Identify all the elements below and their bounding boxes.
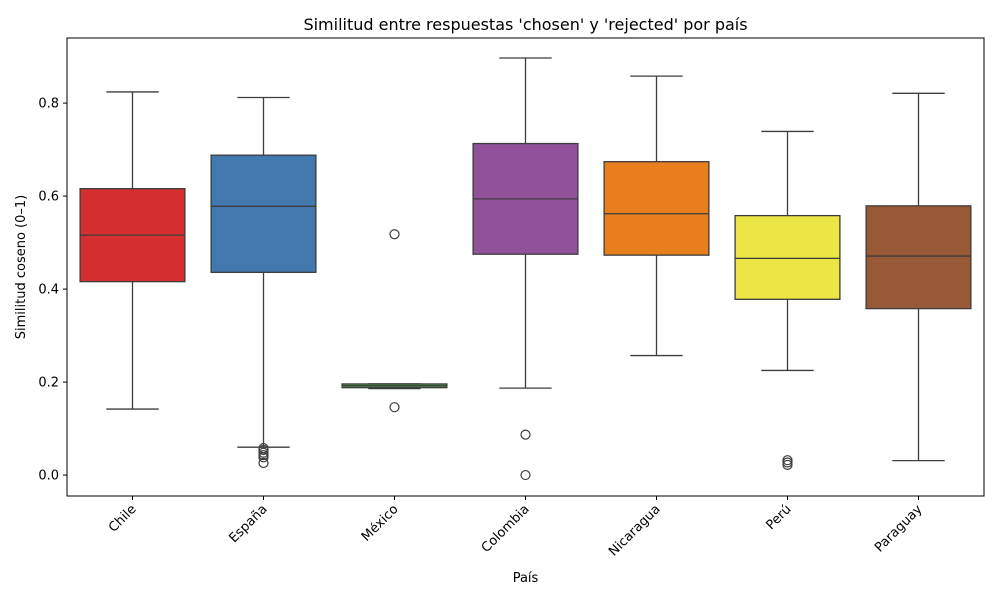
box-6-iqr-box (865, 205, 972, 310)
box-5-outlier-2 (782, 459, 793, 470)
chart-title: Similitud entre respuestas 'chosen' y 'r… (303, 15, 747, 34)
box-3-outlier-0 (520, 429, 531, 440)
y-tick-label-4: 0.8 (38, 97, 59, 112)
y-tick-label-1: 0.2 (38, 376, 59, 391)
y-tick-label-3: 0.6 (38, 190, 59, 205)
box-2-outlier-0 (389, 229, 400, 240)
box-1-outlier-4 (258, 452, 269, 463)
y-axis-label: Similitud coseno (0–1) (14, 195, 29, 339)
box-1-outlier-5 (258, 457, 269, 469)
y-tick-label-0: 0.0 (38, 469, 59, 484)
box-1-iqr-box (210, 154, 317, 273)
x-axis-label: País (513, 571, 539, 586)
box-5-iqr-box (734, 214, 841, 300)
y-tick-label-2: 0.4 (38, 283, 59, 298)
box-1-outlier-1 (258, 444, 269, 456)
box-2-outlier-1 (389, 402, 400, 413)
box-3-outlier-1 (520, 469, 531, 481)
box-4-iqr-box (603, 161, 710, 256)
